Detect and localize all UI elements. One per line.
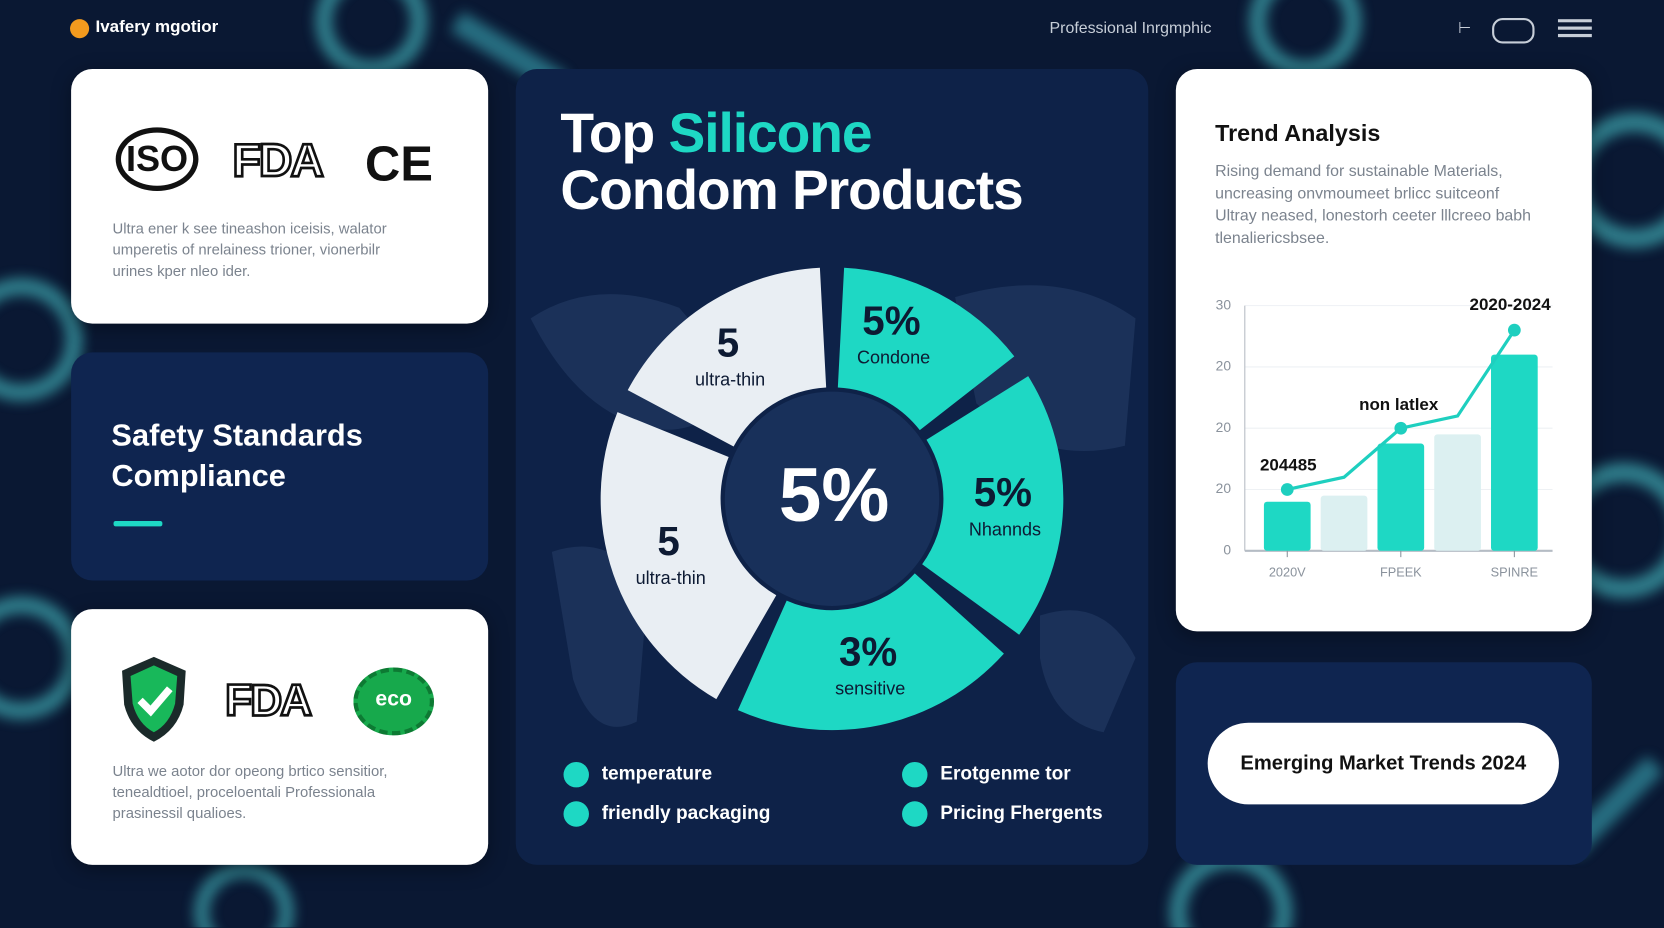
title-word: Top (560, 102, 655, 165)
title-line: Safety Standards (111, 419, 363, 454)
shield-icon (122, 656, 186, 742)
text-line: Rising demand for sustainable Materials, (1215, 162, 1503, 181)
fda-logo: FDA (231, 133, 325, 188)
trend-title: Trend Analysis (1215, 119, 1381, 147)
title-line: Compliance (111, 459, 286, 494)
text-line: uncreasing onvmoumeet brlicc suitceonf (1215, 184, 1500, 203)
icon-button[interactable]: ⊢ (1458, 19, 1472, 37)
footer-card: Emerging Market Trends 2024 (1175, 662, 1592, 865)
text-line: Ultra we aotor dor opeong brtico sensiti… (112, 761, 388, 779)
eco-card: FDA eco Ultra we aotor dor opeong brtico… (71, 609, 489, 865)
card-text: Ultra ener k see tineashon iceisis, wala… (112, 218, 386, 282)
title-accent: Silicone (668, 102, 872, 165)
trend-card: Trend Analysis Rising demand for sustain… (1175, 68, 1592, 632)
text-line: Ultra ener k see tineashon iceisis, wala… (112, 219, 387, 237)
trend-text: Rising demand for sustainable Materials,… (1215, 160, 1531, 249)
title-line: Top Silicone (560, 105, 1022, 162)
text-line: umperetis of nrelainess trioner, vionerb… (112, 240, 381, 258)
text-line: Ultray neased, lonestorh ceeter lllcreeo… (1215, 206, 1531, 225)
trends-button[interactable]: Emerging Market Trends 2024 (1207, 722, 1559, 805)
fda-logo: FDA (224, 674, 314, 727)
safety-card: Safety Standards Compliance (71, 352, 489, 581)
brand-logo (70, 19, 90, 39)
text-line: tlenaliericsbsee. (1215, 229, 1330, 248)
text-line: tenealdtioel, proceloentali Professional… (112, 783, 376, 801)
accent-bar (113, 521, 163, 527)
main-title: Top Silicone Condom Products (560, 105, 1023, 222)
ce-logo: CE (365, 135, 433, 192)
toggle[interactable] (1492, 18, 1535, 44)
safety-title: Safety Standards Compliance (111, 416, 362, 497)
menu-icon[interactable] (1557, 19, 1594, 38)
iso-logo: ISO (115, 127, 199, 192)
title-line: Condom Products (560, 160, 1023, 222)
text-line: urines kper nleo ider. (112, 262, 251, 280)
header-subtitle: Professional Inrgmphic (1049, 19, 1212, 38)
card-text: Ultra we aotor dor opeong brtico sensiti… (112, 760, 387, 824)
brand-name: Ivafery mgotior (95, 18, 219, 37)
certifications-card: ISO FDA CE Ultra ener k see tineashon ic… (71, 68, 489, 324)
text-line: prasinessil qualioes. (112, 804, 247, 822)
main-panel: Top Silicone Condom Products (515, 68, 1149, 865)
eco-badge: eco (353, 667, 435, 736)
